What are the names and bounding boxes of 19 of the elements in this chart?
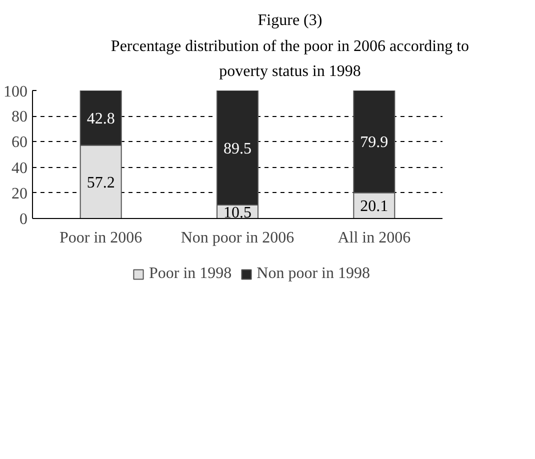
y-tick-label: 80	[12, 108, 28, 126]
legend-label: Non poor in 1998	[256, 264, 370, 283]
data-label: 20.1	[360, 198, 388, 215]
data-label: 42.8	[86, 110, 115, 128]
legend-label: Poor in 1998	[149, 264, 232, 283]
y-tick-label: 40	[12, 160, 28, 177]
data-label: 57.2	[86, 174, 115, 192]
data-label: 10.5	[224, 204, 252, 222]
y-tick-label: 60	[12, 134, 28, 151]
y-tick-label: 100	[4, 83, 28, 100]
data-label: 79.9	[360, 134, 388, 151]
x-tick-label: Poor in 2006	[59, 229, 142, 246]
data-label: 89.5	[224, 140, 252, 158]
y-tick-label: 0	[20, 210, 28, 228]
chart-title: Figure (3)	[258, 11, 322, 31]
y-tick-label: 20	[12, 185, 28, 202]
x-tick-label: Non poor in 2006	[180, 229, 294, 246]
chart-subtitle: Percentage distribution of the poor in 2006 according to poverty status in 1998	[110, 36, 470, 82]
x-tick-label: All in 2006	[338, 229, 411, 246]
